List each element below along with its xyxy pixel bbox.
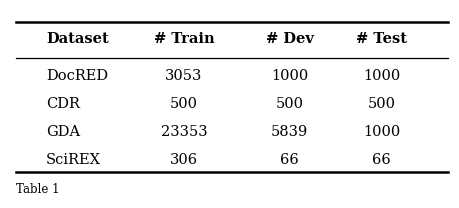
- Text: 66: 66: [280, 153, 298, 167]
- Text: # Dev: # Dev: [265, 32, 313, 46]
- Text: 23353: 23353: [160, 125, 207, 139]
- Text: 500: 500: [170, 97, 197, 111]
- Text: DocRED: DocRED: [46, 69, 108, 83]
- Text: 500: 500: [367, 97, 395, 111]
- Text: 1000: 1000: [363, 69, 399, 83]
- Text: 306: 306: [169, 153, 198, 167]
- Text: CDR: CDR: [46, 97, 80, 111]
- Text: Table 1: Table 1: [16, 183, 60, 196]
- Text: # Train: # Train: [153, 32, 214, 46]
- Text: 1000: 1000: [363, 125, 399, 139]
- Text: Dataset: Dataset: [46, 32, 108, 46]
- Text: SciREX: SciREX: [46, 153, 101, 167]
- Text: 1000: 1000: [271, 69, 308, 83]
- Text: 3053: 3053: [165, 69, 202, 83]
- Text: 66: 66: [372, 153, 390, 167]
- Text: # Test: # Test: [356, 32, 406, 46]
- Text: GDA: GDA: [46, 125, 80, 139]
- Text: 500: 500: [275, 97, 303, 111]
- Text: 5839: 5839: [271, 125, 308, 139]
